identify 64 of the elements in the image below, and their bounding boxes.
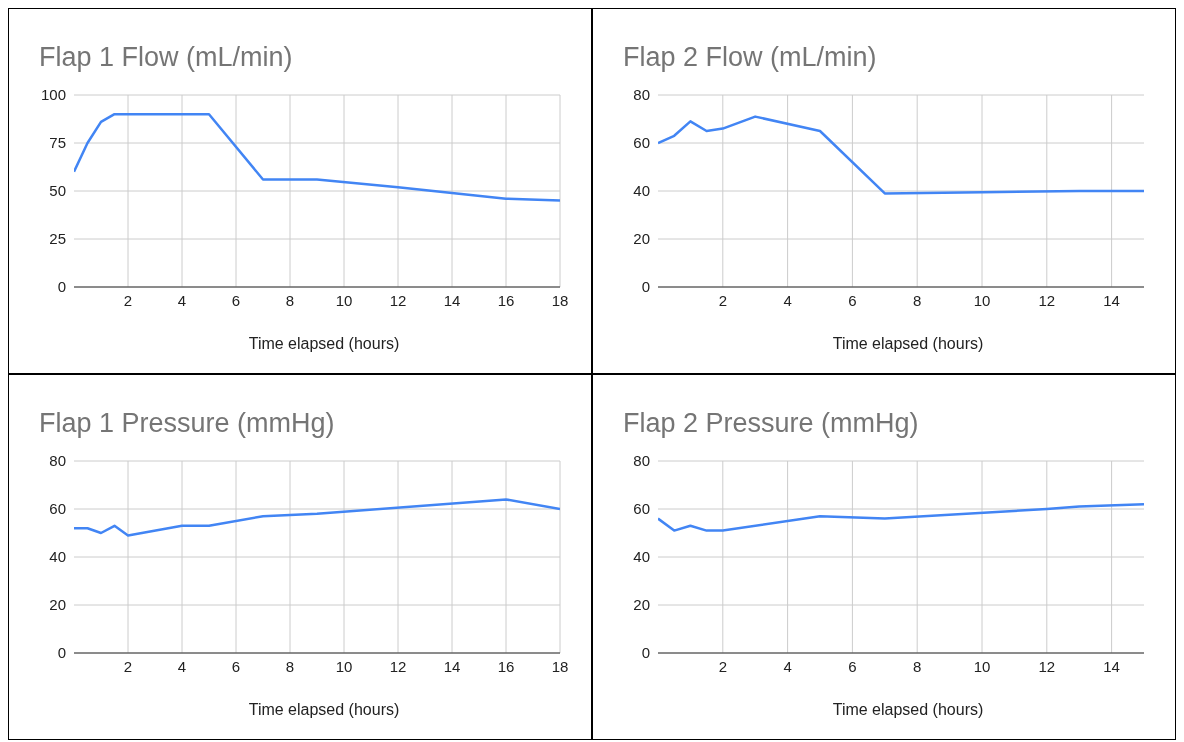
line-series (658, 115, 1144, 195)
x-tick-label: 2 (123, 657, 133, 675)
x-tick-label: 18 (551, 657, 569, 675)
x-axis-title: Time elapsed (hours) (831, 335, 985, 353)
chart-title: Flap 2 Flow (mL/min) (623, 42, 877, 73)
x-tick-label: 10 (973, 657, 991, 675)
line-series (74, 498, 560, 537)
y-tick-label: 20 (633, 596, 650, 614)
x-tick-label: 14 (443, 291, 461, 309)
x-tick-label: 6 (231, 291, 241, 309)
x-tick-label: 12 (389, 657, 407, 675)
y-tick-label: 20 (49, 596, 66, 614)
line-series (658, 502, 1144, 532)
x-tick-label: 18 (551, 291, 569, 309)
y-tick-label: 0 (57, 278, 66, 296)
y-tick-label: 40 (49, 548, 66, 566)
x-tick-label: 14 (1103, 291, 1120, 309)
x-tick-label: 16 (497, 291, 515, 309)
y-tick-label: 20 (633, 230, 650, 248)
y-tick-label: 0 (641, 278, 650, 296)
x-tick-label: 8 (913, 291, 922, 309)
x-tick-label: 4 (177, 657, 187, 675)
y-tick-label: 60 (49, 500, 66, 518)
x-tick-label: 12 (1038, 657, 1056, 675)
x-tick-label: 4 (177, 291, 187, 309)
y-tick-label: 50 (49, 182, 66, 200)
x-tick-label: 2 (123, 291, 133, 309)
x-tick-label: 12 (1038, 291, 1056, 309)
y-tick-label: 80 (633, 86, 650, 104)
x-tick-label: 8 (913, 657, 922, 675)
x-tick-label: 12 (389, 291, 407, 309)
x-tick-label: 6 (848, 291, 857, 309)
y-tick-label: 60 (633, 500, 650, 518)
x-tick-label: 2 (718, 657, 727, 675)
x-tick-label: 14 (443, 657, 461, 675)
x-tick-label: 4 (783, 657, 792, 675)
y-tick-label: 0 (57, 644, 66, 662)
x-tick-label: 8 (285, 291, 295, 309)
y-tick-label: 100 (40, 86, 66, 104)
x-tick-label: 10 (335, 291, 353, 309)
x-axis-title: Time elapsed (hours) (831, 701, 985, 719)
y-tick-label: 80 (633, 452, 650, 470)
y-tick-label: 40 (633, 548, 650, 566)
x-tick-label: 8 (285, 657, 295, 675)
x-tick-label: 6 (231, 657, 241, 675)
x-tick-label: 10 (335, 657, 353, 675)
y-tick-label: 0 (641, 644, 650, 662)
line-series (74, 112, 560, 202)
chart-title: Flap 2 Pressure (mmHg) (623, 408, 919, 439)
y-tick-label: 80 (49, 452, 66, 470)
chart-title: Flap 1 Flow (mL/min) (39, 42, 293, 73)
x-tick-label: 2 (718, 291, 727, 309)
x-tick-label: 14 (1103, 657, 1120, 675)
y-tick-label: 75 (49, 134, 66, 152)
x-tick-label: 10 (973, 291, 991, 309)
chart-title: Flap 1 Pressure (mmHg) (39, 408, 335, 439)
y-tick-label: 25 (49, 230, 66, 248)
y-tick-label: 40 (633, 182, 650, 200)
x-axis-title: Time elapsed (hours) (247, 335, 401, 353)
x-tick-label: 4 (783, 291, 792, 309)
x-tick-label: 6 (848, 657, 857, 675)
x-tick-label: 16 (497, 657, 515, 675)
x-axis-title: Time elapsed (hours) (247, 701, 401, 719)
y-tick-label: 60 (633, 134, 650, 152)
